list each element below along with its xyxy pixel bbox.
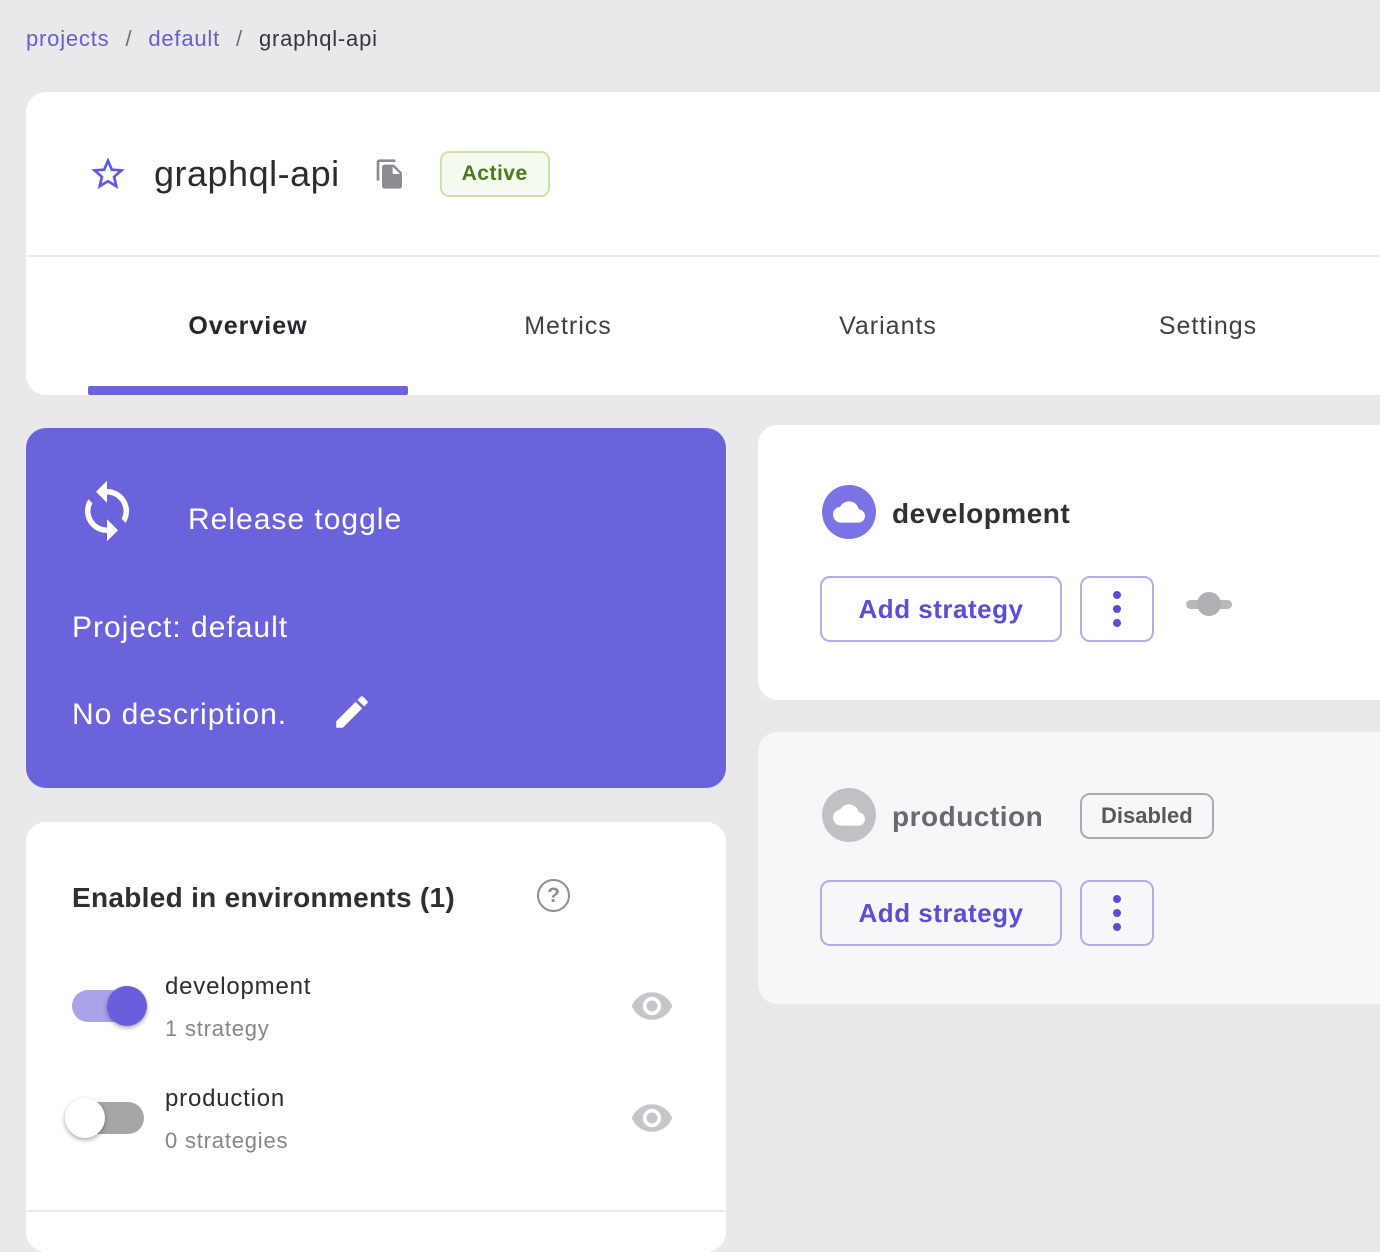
tab-metrics[interactable]: Metrics: [524, 311, 612, 340]
environment-menu-button[interactable]: [1080, 880, 1154, 946]
disabled-badge: Disabled: [1080, 793, 1214, 839]
feature-title-row: graphql-api Active: [26, 92, 1380, 255]
project-label: Project: default: [72, 611, 289, 644]
release-toggle-icon: [74, 478, 140, 544]
development-toggle[interactable]: [72, 986, 147, 1026]
breadcrumb: projects / default / graphql-api: [26, 26, 378, 52]
card-divider: [26, 1210, 726, 1212]
help-icon[interactable]: ?: [537, 879, 570, 912]
breadcrumb-current: graphql-api: [258, 26, 378, 51]
environment-card-production: production Disabled Add strategy: [758, 732, 1380, 1004]
environment-name: development: [165, 973, 312, 1000]
status-badge: Active: [439, 150, 550, 197]
breadcrumb-separator: /: [236, 26, 243, 51]
environment-row-development: development 1 strategy: [26, 972, 726, 1062]
environment-name: production: [892, 801, 1044, 832]
tab-variants[interactable]: Variants: [839, 311, 937, 340]
favorite-star-icon[interactable]: [88, 154, 128, 194]
strategy-count: 0 strategies: [165, 1128, 289, 1153]
cloud-icon: [822, 788, 876, 842]
description-label: No description.: [72, 698, 288, 731]
enabled-environments-title: Enabled in environments (1): [72, 882, 456, 913]
environment-menu-button[interactable]: [1080, 576, 1154, 642]
environment-card-development: development Add strategy: [758, 425, 1380, 700]
edit-description-icon[interactable]: [331, 691, 373, 733]
breadcrumb-default[interactable]: default: [148, 26, 221, 51]
eye-icon[interactable]: [630, 1096, 674, 1140]
environment-row-production: production 0 strategies: [26, 1084, 726, 1174]
active-tab-indicator: [88, 386, 408, 395]
enabled-environments-card: Enabled in environments (1) ? developmen…: [26, 822, 726, 1252]
tab-bar: Overview Metrics Variants Settings: [26, 257, 1380, 395]
cloud-icon: [822, 485, 876, 539]
breadcrumb-separator: /: [125, 26, 133, 51]
strategy-count: 1 strategy: [165, 1016, 270, 1041]
add-strategy-button[interactable]: Add strategy: [820, 880, 1062, 946]
environment-toggle[interactable]: [1186, 592, 1232, 616]
feature-info-card: Release toggle Project: default No descr…: [26, 428, 726, 788]
environment-name: development: [892, 498, 1071, 529]
toggle-type-label: Release toggle: [188, 503, 403, 536]
add-strategy-button[interactable]: Add strategy: [820, 576, 1062, 642]
production-toggle[interactable]: [65, 1098, 144, 1138]
eye-icon[interactable]: [630, 984, 674, 1028]
feature-header-card: graphql-api Active Overview Metrics Vari…: [26, 92, 1380, 395]
environment-name: production: [165, 1085, 286, 1112]
tab-overview[interactable]: Overview: [188, 311, 308, 340]
breadcrumb-projects[interactable]: projects: [26, 26, 110, 51]
copy-name-icon[interactable]: [374, 158, 406, 190]
header-divider: [26, 255, 1380, 257]
tab-settings[interactable]: Settings: [1158, 311, 1258, 340]
page-title: graphql-api: [154, 152, 340, 194]
